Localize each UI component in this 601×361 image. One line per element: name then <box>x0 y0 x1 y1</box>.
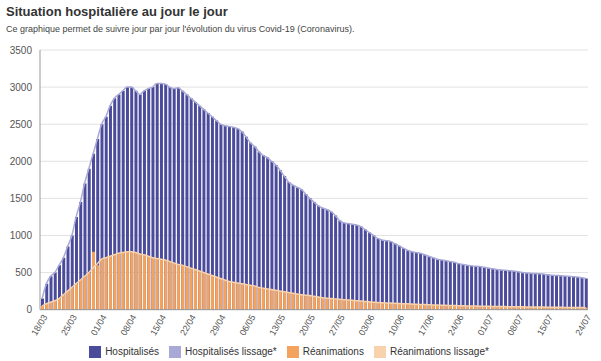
svg-text:500: 500 <box>15 267 32 278</box>
svg-text:17/06: 17/06 <box>416 313 436 338</box>
svg-text:01/04: 01/04 <box>89 313 109 338</box>
svg-text:13/05: 13/05 <box>267 313 287 338</box>
svg-text:2000: 2000 <box>10 156 33 167</box>
svg-text:2500: 2500 <box>10 119 33 130</box>
svg-text:01/07: 01/07 <box>476 313 496 338</box>
svg-text:1500: 1500 <box>10 193 33 204</box>
html-text:Réanimations lissage*: Réanimations lissage* <box>389 345 489 357</box>
svg-text:22/04: 22/04 <box>178 313 198 338</box>
svg-text:06/05: 06/05 <box>238 313 258 338</box>
svg-text:25/03: 25/03 <box>59 313 79 338</box>
svg-text:27/05: 27/05 <box>327 313 347 338</box>
svg-text:15/07: 15/07 <box>535 313 555 338</box>
svg-text:24/07: 24/07 <box>573 313 593 338</box>
svg-text:24/06: 24/06 <box>446 313 466 338</box>
svg-text:29/04: 29/04 <box>208 313 228 338</box>
svg-text:1000: 1000 <box>10 230 33 241</box>
svg-text:20/05: 20/05 <box>297 313 317 338</box>
html-text:Situation hospitalière au jour: Situation hospitalière au jour le jour <box>6 4 228 19</box>
svg-text:08/04: 08/04 <box>119 313 139 338</box>
svg-text:0: 0 <box>26 304 32 315</box>
html-text:Hospitalisés: Hospitalisés <box>105 345 159 357</box>
svg-text:18/03: 18/03 <box>29 313 49 338</box>
html-text:Réanimations: Réanimations <box>302 345 364 357</box>
svg-text:15/04: 15/04 <box>148 313 168 338</box>
svg-text:3000: 3000 <box>10 82 33 93</box>
svg-text:3500: 3500 <box>10 45 33 56</box>
html-text:Ce graphique permet de suivre: Ce graphique permet de suivre jour par j… <box>6 24 355 34</box>
svg-text:08/07: 08/07 <box>505 313 525 338</box>
html-text:Hospitalisés lissage*: Hospitalisés lissage* <box>185 345 277 357</box>
svg-text:03/06: 03/06 <box>357 313 377 338</box>
svg-text:10/06: 10/06 <box>386 313 406 338</box>
